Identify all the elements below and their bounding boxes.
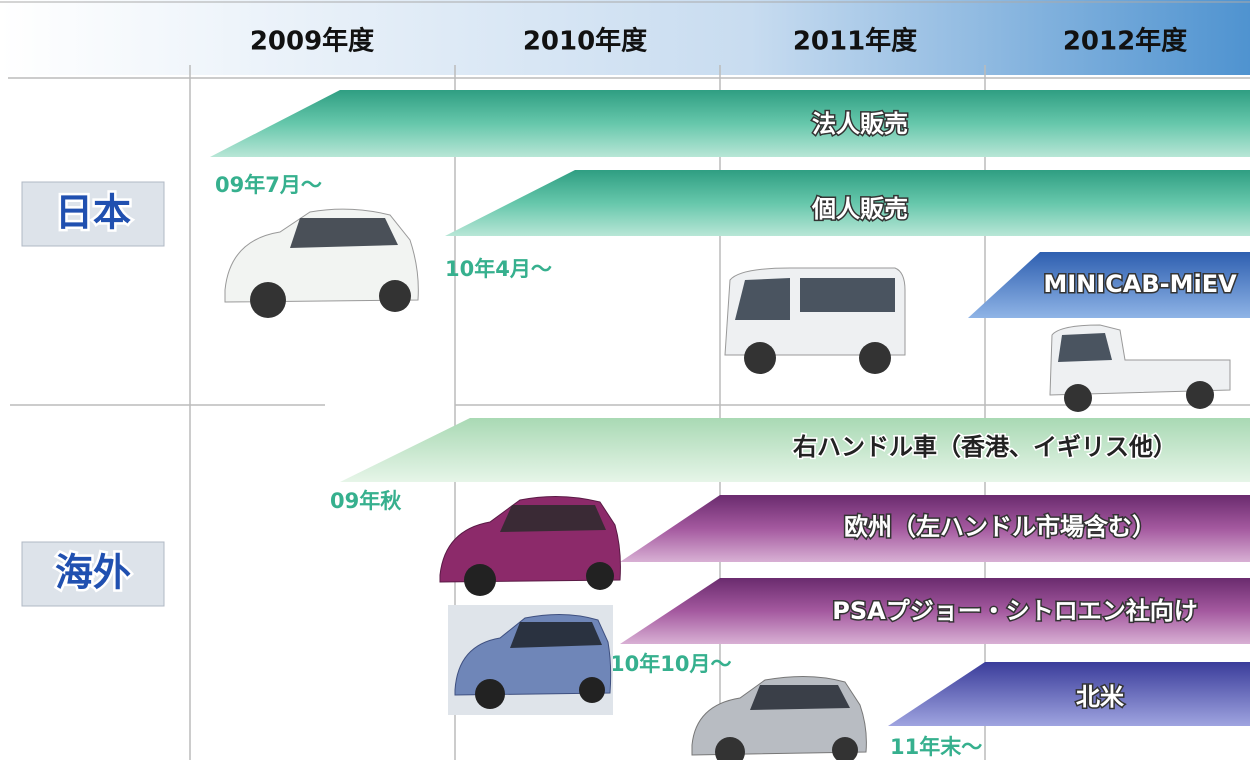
car-image — [224, 208, 419, 318]
start-label: 10年4月～ — [445, 257, 552, 281]
van-image — [724, 267, 906, 374]
year-label: 2012年度 — [1063, 26, 1187, 57]
region-label: 海外 — [55, 551, 131, 595]
timeline-bar — [340, 418, 1250, 482]
region-box — [21, 181, 165, 247]
start-label: 11年末～ — [890, 735, 982, 759]
car-image — [448, 605, 613, 715]
truck-image — [1049, 324, 1231, 412]
year-label: 2010年度 — [523, 26, 647, 57]
start-label: 10年10月～ — [610, 652, 731, 676]
timeline-bar — [968, 252, 1250, 318]
start-label: 09年秋 — [330, 489, 402, 513]
year-label: 2009年度 — [250, 26, 374, 57]
car-image — [691, 675, 867, 760]
region-box — [21, 541, 165, 607]
bar-label: PSAプジョー・シトロエン社向け — [832, 597, 1197, 625]
car-image — [439, 495, 621, 596]
timeline-bar — [888, 662, 1250, 726]
bar-label: 欧州（左ハンドル市場含む） — [844, 513, 1156, 541]
bar-label: 右ハンドル車（香港、イギリス他） — [793, 433, 1177, 461]
bar-label: 法人販売 — [812, 110, 908, 138]
bar-label: 北米 — [1076, 683, 1124, 711]
bar-label: 個人販売 — [811, 195, 908, 223]
region-label: 日本 — [55, 191, 131, 235]
timeline-bar — [210, 90, 1250, 157]
timeline-bar — [620, 578, 1250, 644]
timeline-bar — [445, 170, 1250, 236]
header-band — [0, 0, 1250, 75]
start-label: 09年7月～ — [215, 173, 322, 197]
timeline-bar — [620, 495, 1250, 562]
year-label: 2011年度 — [793, 26, 917, 57]
bar-label: MINICAB-MiEV — [1043, 270, 1237, 298]
